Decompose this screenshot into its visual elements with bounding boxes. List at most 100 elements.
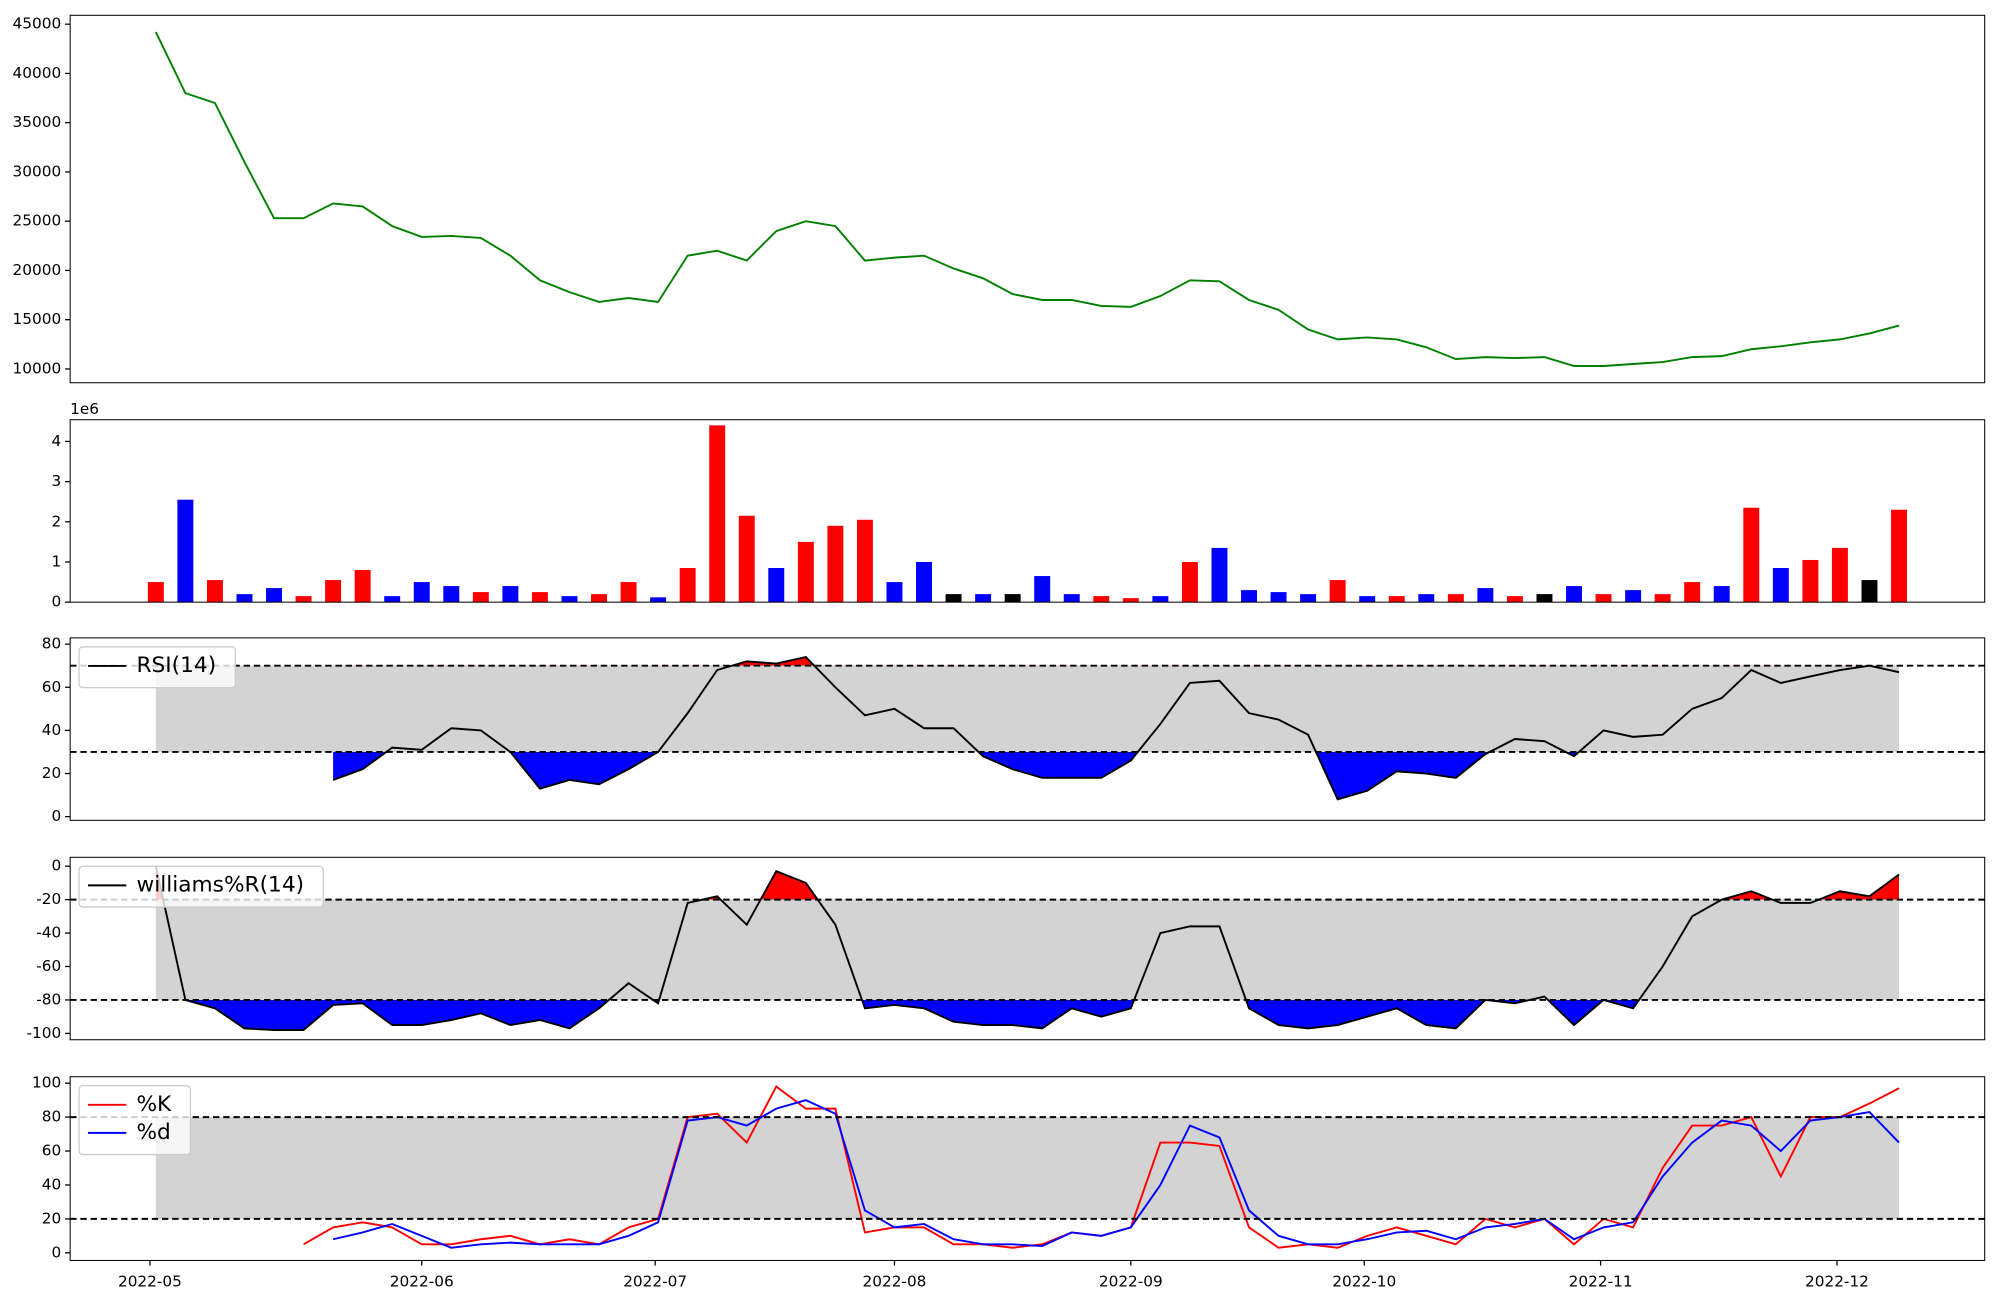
y-tick-label: 100 [32, 1074, 61, 1092]
axis-offset-label: 1e6 [70, 400, 99, 418]
x-tick-label: 2022-05 [118, 1273, 182, 1291]
y-tick-label: 80 [42, 635, 61, 653]
volume-bar [531, 592, 548, 603]
y-tick-label: 40 [42, 721, 61, 739]
volume-bar [797, 541, 814, 603]
volume-bar [650, 597, 667, 603]
y-tick-label: 2 [51, 512, 61, 530]
y-tick-label: 60 [42, 678, 61, 696]
volume-bar [1034, 576, 1051, 603]
volume-bar [443, 586, 460, 603]
x-tick-label: 2022-10 [1332, 1273, 1396, 1291]
volume-bar [620, 582, 637, 603]
x-tick-label: 2022-06 [390, 1273, 454, 1291]
series-line [332, 1099, 1900, 1249]
y-tick-label: 25000 [13, 212, 62, 230]
volume-bar [1270, 592, 1287, 603]
volume-bar [472, 592, 489, 603]
y-tick-label: -80 [36, 990, 61, 1008]
volume-bar [1300, 594, 1317, 603]
volume-bar [1063, 594, 1080, 603]
volume-bar [1831, 547, 1848, 603]
volume-bar [1802, 559, 1819, 603]
series-line [332, 656, 1900, 801]
volume-bar [413, 582, 430, 603]
volume-bar [768, 568, 785, 603]
y-tick-label: 80 [42, 1108, 61, 1126]
y-tick-label: 20000 [13, 261, 62, 279]
volume-bar [1093, 596, 1110, 603]
volume-bar [206, 580, 223, 603]
volume-bar [1713, 586, 1730, 603]
y-tick-label: 40 [42, 1175, 61, 1193]
volume-bar [1595, 594, 1612, 603]
y-tick-label: 4 [51, 432, 61, 450]
volume-bar [1566, 586, 1582, 603]
x-tick-label: 2022-12 [1805, 1273, 1869, 1291]
volume-bar [1418, 594, 1435, 603]
volume-bar [236, 594, 253, 603]
volume-bar [1152, 596, 1169, 603]
volume-bar [1772, 568, 1789, 603]
legend-label: %K [136, 1092, 172, 1117]
y-tick-label: -40 [36, 924, 61, 942]
volume-bar [1743, 507, 1760, 603]
volume-bar [1359, 596, 1376, 603]
volume-bar [916, 561, 932, 603]
volume-bar [147, 582, 164, 603]
volume-bar [738, 515, 755, 603]
plot-frame [69, 1076, 1986, 1261]
volume-bar [354, 570, 371, 603]
y-tick-label: 30000 [13, 162, 62, 180]
volume-bar [827, 525, 844, 603]
volume-bar [1122, 598, 1139, 603]
volume-bar [1536, 594, 1553, 603]
y-tick-label: 0 [51, 857, 61, 875]
legend-box [78, 1085, 192, 1156]
series-line [154, 31, 1900, 367]
y-tick-label: 0 [51, 593, 61, 611]
y-tick-label: 1 [51, 552, 61, 570]
y-tick-label: 45000 [13, 15, 62, 33]
volume-bar [975, 594, 992, 603]
neutral-band [155, 665, 1900, 752]
volume-bar [1477, 588, 1494, 603]
y-tick-label: 40000 [13, 64, 62, 82]
y-tick-label: 60 [42, 1142, 61, 1160]
plot-frame [69, 14, 1986, 384]
oversold-fill [333, 751, 1900, 800]
volume-bar [1625, 590, 1642, 603]
volume-bar [502, 586, 519, 603]
volume-bar [561, 596, 578, 603]
y-tick-label: 0 [51, 1243, 61, 1261]
y-tick-label: 20 [42, 764, 61, 782]
y-tick-label: 10000 [13, 359, 62, 377]
y-tick-label: -60 [36, 957, 61, 975]
plot-frame [69, 637, 1986, 821]
legend-box [78, 865, 324, 908]
volume-bar [1506, 596, 1523, 603]
y-tick-label: 0 [51, 807, 61, 825]
series-line [154, 865, 1900, 1032]
volume-bar [1447, 594, 1464, 603]
neutral-band [155, 1117, 1900, 1219]
y-tick-label: 20 [42, 1209, 61, 1227]
volume-bar [295, 596, 312, 603]
y-tick-label: 35000 [13, 113, 62, 131]
volume-bar [1388, 596, 1405, 603]
x-tick-label: 2022-09 [1099, 1273, 1163, 1291]
y-tick-label: 3 [51, 472, 61, 490]
volume-bar [384, 596, 401, 603]
volume-bar [1861, 580, 1878, 603]
volume-bar [679, 568, 696, 603]
y-tick-label: -20 [36, 890, 61, 908]
legend-label: %d [136, 1120, 170, 1145]
volume-bar [1241, 590, 1257, 603]
plot-frame [69, 419, 1986, 603]
x-tick-label: 2022-11 [1569, 1273, 1633, 1291]
volume-bar [1329, 580, 1346, 603]
volume-bar [1211, 547, 1228, 603]
volume-bar [177, 499, 194, 603]
overbought-fill [731, 657, 815, 666]
